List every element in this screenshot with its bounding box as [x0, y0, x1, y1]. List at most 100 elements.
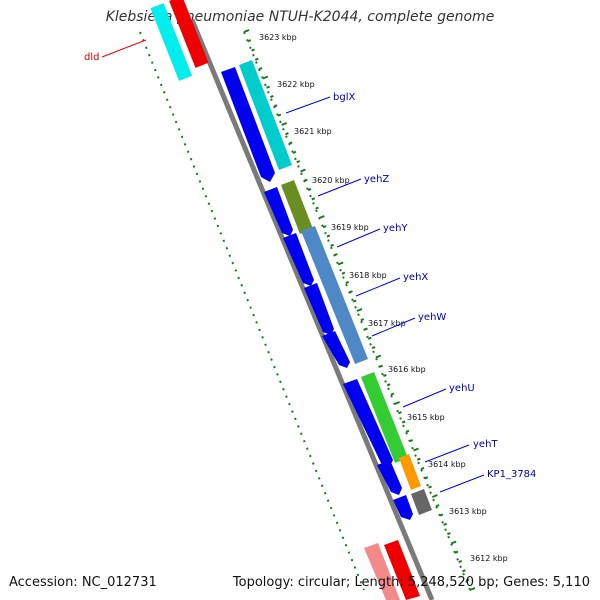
- gene-label-kp1-3784: KP1_3784: [487, 469, 536, 480]
- gene-label-dld: dld: [84, 52, 99, 63]
- tick-mark: [352, 299, 357, 303]
- feature-bglx: [221, 60, 292, 182]
- tick-mark: [398, 411, 402, 415]
- tick-mark: [454, 550, 459, 554]
- tick-mark: [266, 85, 270, 89]
- tick-mark: [254, 57, 259, 61]
- tick-mark: [371, 346, 376, 350]
- tick-label-3614: 3614 kbp: [428, 460, 466, 469]
- tick-mark: [337, 261, 344, 266]
- tick-mark: [416, 457, 421, 461]
- genome-backbone: [189, 19, 435, 600]
- tick-mark: [307, 187, 312, 192]
- tick-mark: [303, 178, 308, 182]
- cds-yehz: [264, 187, 293, 236]
- tick-mark: [390, 392, 395, 396]
- cds-yehy: [283, 233, 314, 286]
- tick-mark: [379, 364, 383, 368]
- cog-yeht: [399, 454, 421, 490]
- cds-yehw: [322, 331, 350, 368]
- cog-yehxyw: [301, 226, 368, 364]
- leader-kp1-3784: [439, 474, 485, 493]
- tick-label-3619: 3619 kbp: [331, 223, 369, 232]
- tick-mark: [273, 104, 278, 108]
- tick-mark: [262, 75, 269, 80]
- tick-mark: [428, 485, 432, 489]
- cds-kp1-3784: [393, 495, 413, 520]
- cds-yehx: [304, 283, 334, 335]
- tick-mark: [311, 197, 316, 201]
- tick-mark: [330, 243, 335, 247]
- cog-kp1-3784: [411, 489, 432, 515]
- gene-label-yeht: yehT: [473, 439, 498, 450]
- tick-mark: [443, 522, 448, 526]
- cog-yehz: [281, 180, 313, 234]
- tick-label-3615: 3615 kbp: [407, 413, 445, 422]
- gene-label-bglx: bglX: [333, 92, 355, 103]
- tick-mark: [300, 168, 306, 173]
- tick-mark: [345, 280, 350, 285]
- tick-mark: [281, 122, 288, 126]
- tick-mark: [356, 308, 363, 312]
- tick-mark: [420, 466, 425, 471]
- tick-mark: [450, 540, 457, 545]
- feature-pink-bottom: [364, 543, 400, 600]
- leader-yehy: [336, 228, 381, 248]
- tick-mark: [269, 94, 274, 99]
- tick-mark: [243, 29, 250, 33]
- tick-label-3620: 3620 kbp: [312, 176, 350, 185]
- tick-mark: [382, 373, 387, 378]
- tick-mark: [364, 327, 368, 331]
- tick-mark: [431, 494, 438, 498]
- leader-yeht: [424, 444, 470, 463]
- tick-label-3612: 3612 kbp: [470, 554, 508, 563]
- tick-mark: [360, 318, 365, 322]
- cds-yehu: [343, 379, 393, 466]
- feature-red-bottom: [384, 540, 420, 600]
- tick-mark: [318, 215, 325, 219]
- tick-mark: [424, 476, 429, 480]
- feature-group-top: [150, 0, 209, 81]
- tick-mark: [258, 67, 263, 71]
- cds-yeht: [377, 460, 402, 495]
- leader-yehu: [402, 388, 447, 408]
- tick-mark: [292, 150, 297, 154]
- tick-mark: [439, 513, 444, 517]
- tick-mark: [296, 160, 301, 164]
- tick-mark: [341, 271, 346, 275]
- tick-marks: [243, 29, 476, 591]
- map-title: Klebsiella pneumoniae NTUH-K2044, comple…: [105, 9, 495, 25]
- gene-label-yehx: yehX: [403, 272, 428, 283]
- tick-mark: [447, 532, 451, 536]
- leader-dld: [101, 39, 147, 58]
- genome-summary: Topology: circular; Length: 5,248,520 bp…: [232, 575, 590, 590]
- tick-mark: [386, 383, 391, 387]
- tick-mark: [326, 234, 331, 238]
- cds-bglx: [221, 67, 275, 182]
- tick-mark: [469, 587, 476, 591]
- leader-yehw: [371, 317, 416, 337]
- leader-yehz: [317, 178, 362, 197]
- tick-mark: [465, 578, 470, 582]
- feature-cyan-top: [150, 3, 193, 81]
- cog-yehu: [361, 372, 408, 463]
- cog-bglx: [239, 60, 292, 170]
- tick-label-3616: 3616 kbp: [388, 365, 426, 374]
- tick-mark: [334, 253, 338, 257]
- tick-mark: [288, 141, 293, 145]
- tick-label-3622: 3622 kbp: [277, 80, 315, 89]
- tick-mark: [394, 401, 401, 405]
- feature-red-top: [169, 0, 209, 68]
- tick-mark: [247, 39, 252, 43]
- tick-mark: [458, 559, 463, 564]
- tick-mark: [401, 420, 406, 424]
- accession-label: Accession: NC_012731: [9, 575, 157, 590]
- leader-bglx: [285, 96, 331, 114]
- gene-label-yehy: yehY: [383, 223, 408, 234]
- tick-mark: [367, 336, 372, 340]
- tick-label-3617: 3617 kbp: [368, 319, 406, 328]
- tick-mark: [435, 504, 440, 508]
- tick-mark: [251, 48, 255, 52]
- tick-mark: [322, 225, 327, 229]
